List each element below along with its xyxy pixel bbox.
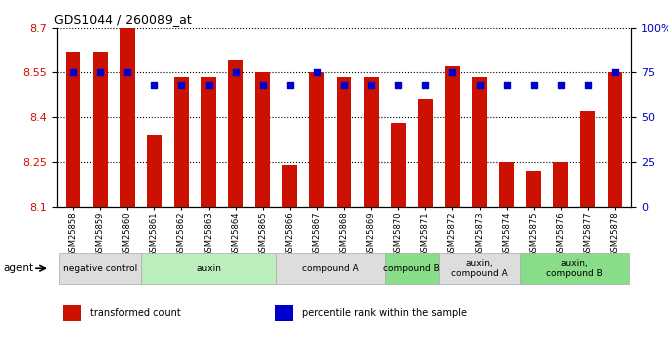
Point (95, 70, 106, 75)
Bar (363, 77, 379, 207)
Point (556, 82, 566, 88)
Bar (59, 253, 141, 284)
Point (528, 82, 539, 88)
Bar (120, 28, 135, 207)
Bar (141, 253, 277, 284)
Point (176, 82, 187, 88)
Point (230, 70, 241, 75)
Point (420, 82, 431, 88)
Bar (385, 253, 439, 284)
Bar (93, 51, 108, 207)
Point (285, 82, 295, 88)
Point (474, 82, 485, 88)
Bar (391, 123, 405, 207)
Text: compound A: compound A (302, 264, 359, 273)
Bar (277, 253, 385, 284)
Point (311, 70, 322, 75)
Point (203, 82, 214, 88)
Bar (174, 77, 189, 207)
Point (582, 82, 593, 88)
Bar (439, 253, 520, 284)
Bar (418, 99, 433, 207)
Text: auxin,
compound A: auxin, compound A (451, 258, 508, 278)
Bar (255, 72, 270, 207)
Text: GDS1044 / 260089_at: GDS1044 / 260089_at (54, 13, 192, 27)
Bar (472, 77, 487, 207)
Bar (499, 162, 514, 207)
Bar (526, 171, 541, 207)
Point (447, 70, 458, 75)
Text: compound B: compound B (383, 264, 440, 273)
Point (339, 82, 349, 88)
Point (501, 82, 512, 88)
Point (257, 82, 268, 88)
Text: auxin: auxin (196, 264, 221, 273)
Point (393, 82, 403, 88)
Bar (309, 72, 325, 207)
Point (149, 82, 160, 88)
Bar (580, 111, 595, 207)
Bar (553, 162, 568, 207)
Text: transformed count: transformed count (90, 308, 180, 318)
Bar (228, 60, 243, 207)
Bar (65, 51, 80, 207)
Text: percentile rank within the sample: percentile rank within the sample (302, 308, 467, 318)
Text: agent: agent (3, 263, 33, 273)
Point (67, 70, 78, 75)
Bar (445, 67, 460, 207)
Point (122, 70, 132, 75)
Bar (201, 77, 216, 207)
Bar (337, 77, 351, 207)
Point (366, 82, 377, 88)
Bar (520, 253, 629, 284)
Bar (283, 165, 297, 207)
Point (610, 70, 621, 75)
Text: negative control: negative control (63, 264, 137, 273)
Bar (275, 305, 293, 322)
Bar (608, 72, 623, 207)
Bar (147, 135, 162, 207)
Text: auxin,
compound B: auxin, compound B (546, 258, 603, 278)
Bar (63, 305, 81, 322)
